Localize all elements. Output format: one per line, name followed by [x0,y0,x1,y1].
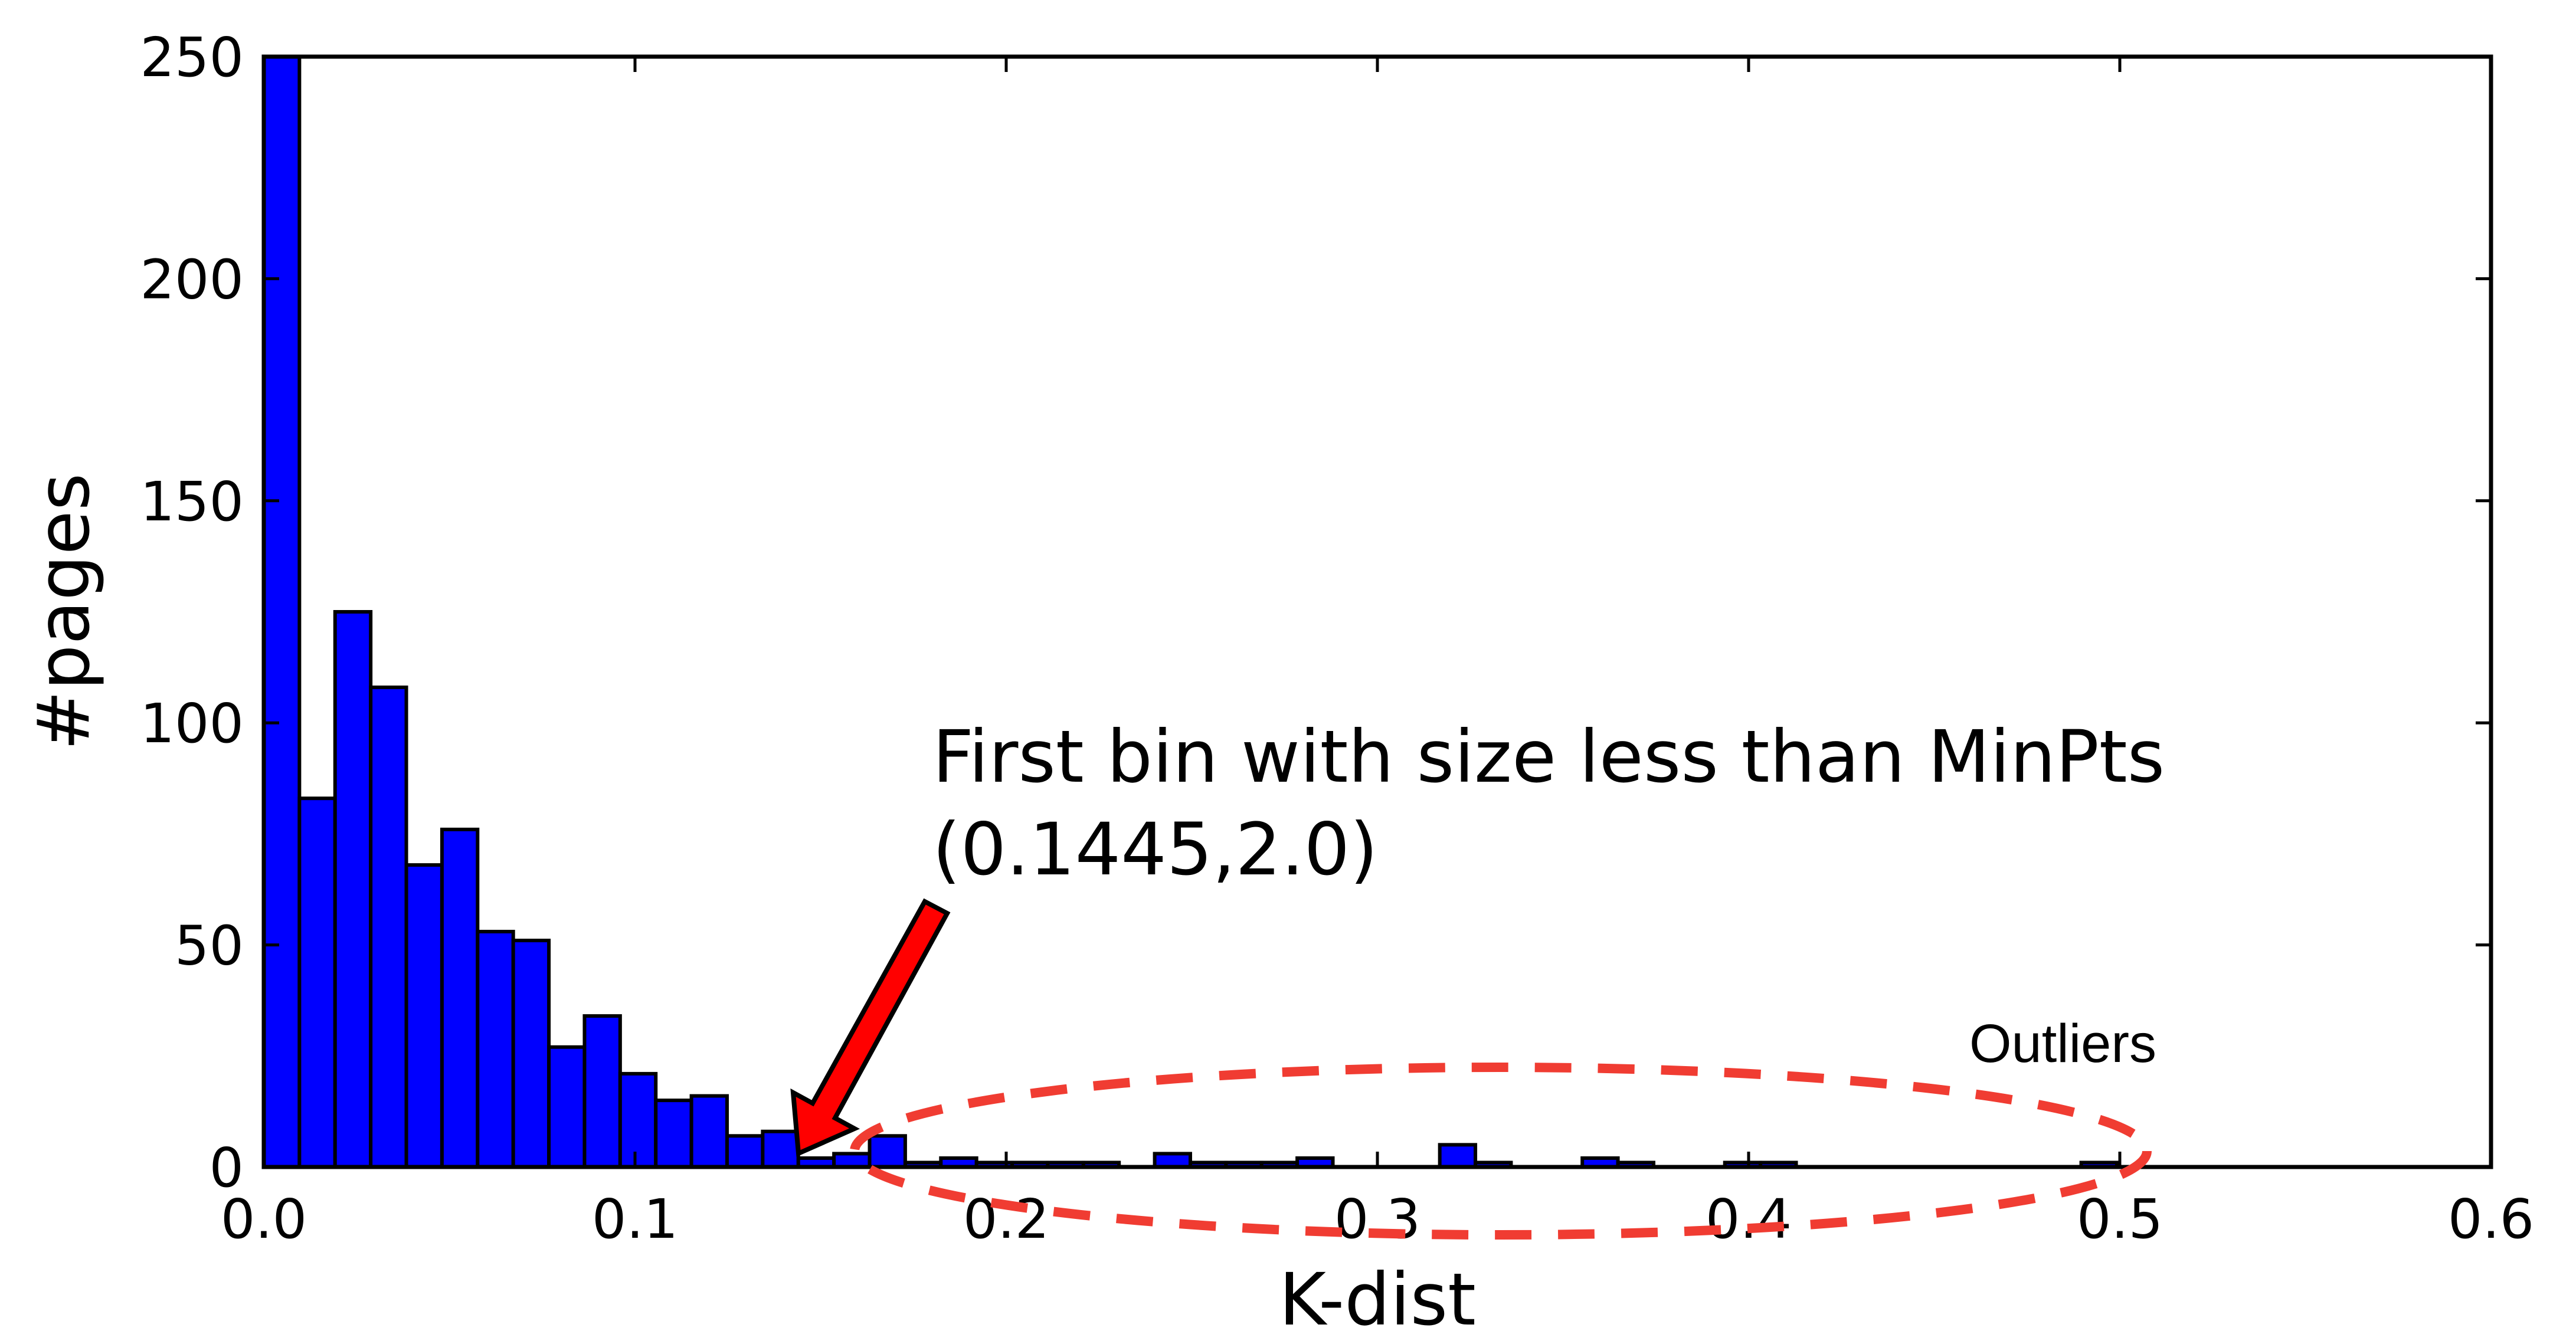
histogram-bar [761,1129,800,1169]
histogram-bar [618,1071,658,1169]
histogram-bar [654,1099,693,1169]
histogram-bar [404,863,444,1169]
axis-ticks [262,55,2493,1169]
histogram-bar [689,1094,729,1169]
histogram-bar [262,55,302,1169]
y-tick-label: 0 [209,1136,244,1199]
y-tick-label: 250 [140,26,244,89]
x-tick-label: 0.2 [963,1188,1049,1251]
histogram-bar [333,610,373,1169]
histogram-bar [440,827,480,1169]
histogram-bars [262,55,2119,1169]
arrow-annotation-coordinates: (0.1445,2.0) [932,808,1378,891]
histogram-bar [369,685,408,1169]
x-tick-label: 0.6 [2448,1188,2534,1251]
plot-frame [261,54,2493,1169]
x-tick-label: 0.5 [2077,1188,2163,1251]
x-tick-label: 0.0 [221,1188,307,1251]
y-axis-title: #pages [22,473,106,751]
histogram-bar [476,930,515,1169]
histogram-bar [582,1014,622,1169]
red-arrow-icon [790,898,951,1157]
y-tick-label: 150 [140,470,244,533]
outlier-ellipse [850,1063,2152,1240]
y-tick-label: 100 [140,692,244,755]
arrow-annotation-label: First bin with size less than MinPts [932,715,2165,799]
x-tick-label: 0.1 [592,1188,678,1251]
y-tick-label: 200 [140,248,244,311]
x-tick-label: 0.4 [1706,1188,1792,1251]
histogram-bar [547,1045,587,1169]
annotations: First bin with size less than MinPts (0.… [790,715,2165,1240]
y-tick-label: 50 [175,914,244,978]
histogram-bar [511,939,551,1169]
x-tick-label: 0.3 [1334,1188,1420,1251]
outlier-label: Outliers [1969,1014,2156,1074]
histogram-bar [868,1134,907,1169]
histogram-bar [297,796,337,1169]
x-axis-title: K-dist [1279,1258,1476,1331]
histogram-bar [1438,1143,1478,1169]
tick-labels: 0.0 0.1 0.2 0.3 0.4 0.5 0.6 0 50 100 150 200 250 [140,26,2534,1251]
histogram-bar [725,1134,765,1169]
